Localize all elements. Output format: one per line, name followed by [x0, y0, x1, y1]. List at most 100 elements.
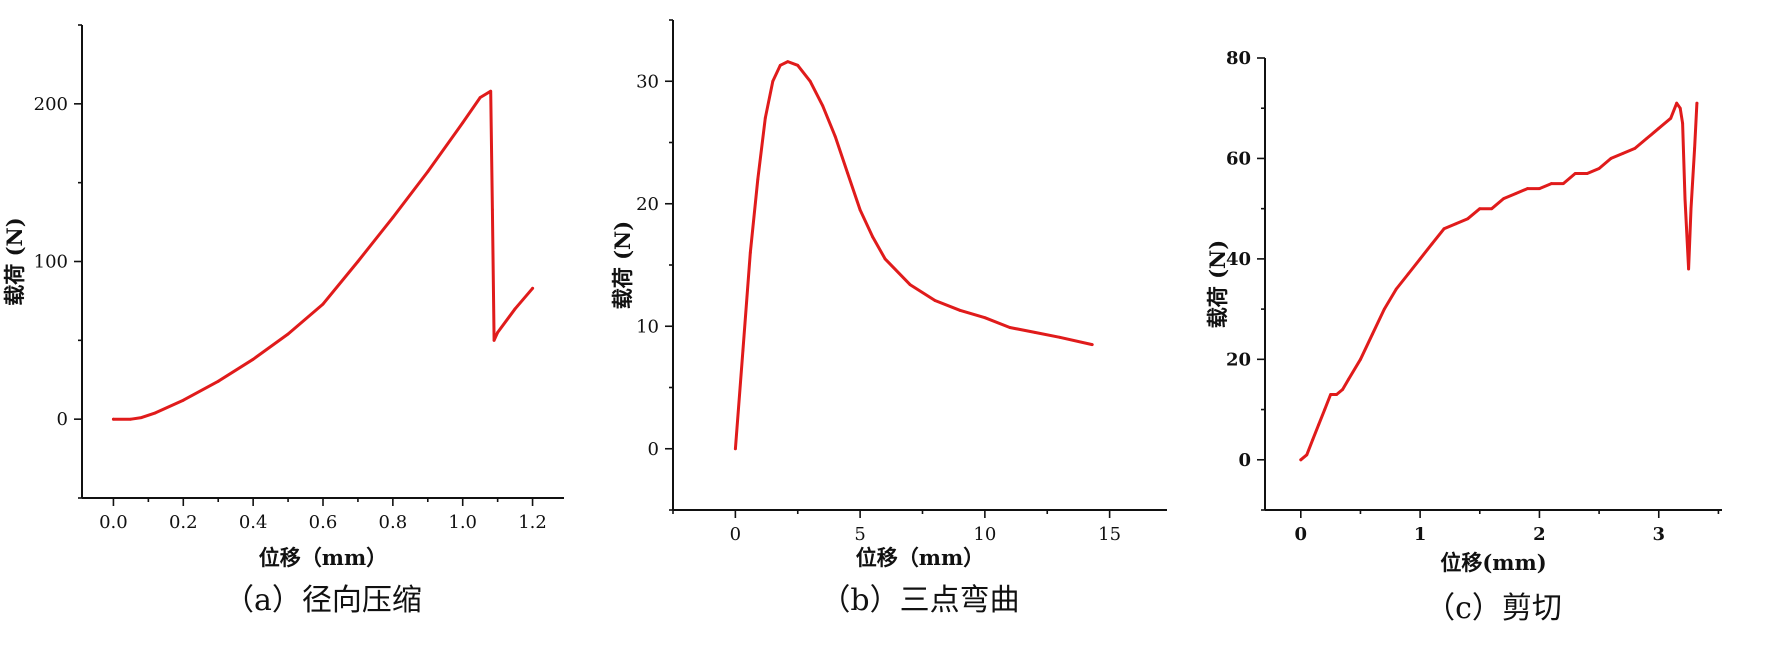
- data-point-0-0: [391, 215, 395, 219]
- data-point-2-0: [1311, 438, 1315, 442]
- x-axis-label-1: 位移（mm）: [856, 545, 984, 570]
- x-tick-label-0: 0.8: [379, 512, 408, 533]
- x-tick-label-1: 5: [854, 524, 865, 545]
- x-tick-label-0: 1.2: [518, 512, 547, 533]
- x-tick-label-2: 2: [1533, 524, 1546, 545]
- data-point-1-0: [1058, 335, 1062, 339]
- series-line-0-0: [111, 89, 535, 421]
- data-point-1-0: [786, 60, 790, 64]
- data-point-2-0: [1621, 152, 1625, 155]
- data-point-2-0: [1526, 187, 1529, 190]
- data-point-1-0: [1033, 330, 1037, 334]
- x-tick-label-1: 15: [1098, 524, 1121, 545]
- data-point-2-0: [1359, 357, 1362, 361]
- series-line-2-0: [1299, 101, 1699, 462]
- data-point-2-0: [1695, 101, 1699, 105]
- data-point-2-0: [1323, 408, 1327, 411]
- data-point-1-0: [748, 251, 752, 255]
- y-tick-label-2: 0: [1238, 450, 1251, 471]
- y-tick-label-1: 20: [636, 194, 659, 215]
- data-point-0-0: [513, 307, 517, 311]
- data-point-2-0: [1466, 217, 1470, 221]
- data-point-2-0: [1561, 182, 1565, 185]
- data-point-0-0: [489, 89, 493, 93]
- data-point-0-0: [356, 260, 360, 263]
- y-axis-label-0: 载荷 (N): [2, 217, 27, 305]
- data-point-2-0: [1609, 157, 1613, 160]
- data-point-2-0: [1335, 393, 1338, 396]
- data-point-2-0: [1478, 207, 1482, 211]
- data-point-2-0: [1669, 116, 1673, 120]
- y-tick-label-1: 30: [636, 71, 659, 92]
- data-point-2-0: [1329, 393, 1333, 396]
- data-point-2-0: [1678, 106, 1682, 110]
- data-point-1-0: [933, 299, 937, 302]
- data-point-1-0: [846, 171, 850, 175]
- y-tick-label-2: 60: [1226, 148, 1251, 169]
- data-point-1-0: [833, 134, 837, 138]
- x-tick-label-1: 10: [973, 524, 996, 545]
- data-point-2-0: [1687, 267, 1690, 271]
- data-point-0-0: [531, 286, 534, 290]
- y-tick-label-2: 40: [1226, 249, 1251, 270]
- data-point-2-0: [1538, 187, 1541, 190]
- y-tick-label-1: 0: [648, 439, 659, 460]
- data-point-2-0: [1675, 101, 1679, 105]
- data-point-0-0: [286, 332, 290, 336]
- data-point-2-0: [1305, 453, 1309, 457]
- x-tick-label-2: 3: [1652, 524, 1665, 545]
- y-tick-label-0: 100: [34, 252, 68, 273]
- series-line-1-0: [733, 60, 1094, 451]
- x-tick-label-0: 1.0: [448, 512, 477, 533]
- data-point-0-0: [181, 398, 185, 402]
- data-point-1-0: [958, 308, 962, 312]
- data-point-2-0: [1317, 423, 1321, 427]
- data-point-1-0: [796, 63, 800, 67]
- data-point-0-0: [496, 331, 500, 334]
- data-point-1-0: [858, 208, 862, 212]
- data-point-2-0: [1406, 272, 1410, 276]
- data-point-1-0: [883, 257, 887, 261]
- data-point-2-0: [1394, 287, 1398, 291]
- y-tick-label-0: 200: [34, 94, 68, 115]
- data-point-2-0: [1585, 172, 1589, 175]
- data-point-2-0: [1693, 147, 1696, 150]
- data-point-0-0: [112, 417, 115, 421]
- data-point-1-0: [763, 116, 767, 120]
- y-axis-label-1: 载荷 (N): [610, 221, 635, 309]
- data-point-0-0: [321, 302, 325, 306]
- data-point-0-0: [426, 170, 430, 174]
- data-point-0-0: [129, 417, 133, 421]
- data-point-2-0: [1645, 136, 1649, 140]
- data-point-2-0: [1597, 167, 1601, 170]
- data-point-2-0: [1573, 172, 1577, 175]
- data-point-2-0: [1689, 207, 1693, 211]
- data-point-0-0: [153, 411, 157, 415]
- chart-caption-0: （a）径向压缩: [224, 583, 422, 618]
- data-point-0-0: [216, 379, 220, 383]
- y-tick-label-2: 20: [1226, 349, 1251, 370]
- data-point-2-0: [1490, 207, 1494, 211]
- x-tick-label-0: 0.0: [99, 512, 128, 533]
- data-point-2-0: [1502, 197, 1506, 201]
- data-point-1-0: [1090, 343, 1094, 347]
- y-axis-label-2: 载荷 (N): [1205, 240, 1230, 328]
- data-point-1-0: [808, 79, 812, 83]
- data-point-2-0: [1430, 242, 1434, 246]
- data-point-0-0: [251, 357, 255, 361]
- data-point-2-0: [1382, 307, 1386, 311]
- data-point-1-0: [756, 177, 760, 181]
- data-point-2-0: [1549, 182, 1553, 185]
- data-point-2-0: [1299, 458, 1303, 462]
- data-point-1-0: [821, 104, 825, 108]
- data-point-1-0: [983, 316, 987, 320]
- data-point-0-0: [139, 416, 143, 419]
- x-tick-label-2: 0: [1295, 524, 1308, 545]
- data-point-2-0: [1514, 192, 1517, 196]
- chart-caption-1: （b）三点弯曲: [820, 583, 1019, 618]
- x-axis-label-2: 位移(mm): [1440, 550, 1546, 575]
- data-point-1-0: [778, 63, 782, 67]
- y-tick-label-2: 80: [1226, 48, 1251, 69]
- data-point-2-0: [1681, 121, 1685, 125]
